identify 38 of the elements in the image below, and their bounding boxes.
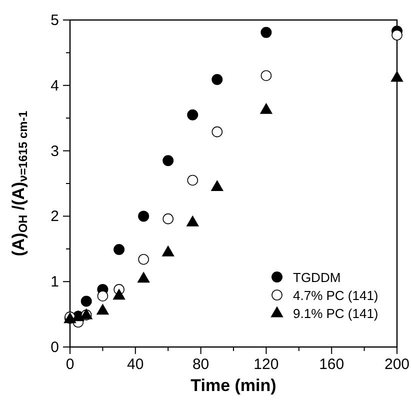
- point: [212, 126, 223, 138]
- point: [260, 103, 272, 114]
- point: [260, 26, 272, 38]
- point: [186, 216, 199, 226]
- point: [187, 174, 198, 186]
- point: [114, 244, 125, 256]
- x-tick-label: 80: [192, 356, 210, 373]
- point: [138, 254, 149, 265]
- point: [138, 210, 150, 222]
- point: [96, 304, 109, 315]
- point: [97, 290, 108, 302]
- legend-label: 4.7% PC (141): [293, 288, 378, 303]
- point: [162, 246, 174, 256]
- y-tick-label: 0: [50, 339, 59, 356]
- y-tick-label: 3: [50, 142, 59, 160]
- x-axis-title: Time (min): [190, 376, 276, 395]
- y-tick-label: 1: [50, 274, 59, 291]
- y-tick-label: 4: [50, 77, 59, 94]
- x-tick-label: 200: [384, 356, 410, 373]
- point: [80, 296, 92, 307]
- legend-label: TGDDM: [293, 270, 341, 285]
- point: [211, 180, 224, 192]
- legend-label: 9.1% PC (141): [293, 306, 378, 321]
- point: [138, 272, 150, 283]
- point: [162, 213, 174, 224]
- x-tick-label: 120: [254, 356, 279, 373]
- x-tick-label: 0: [66, 356, 74, 373]
- point: [212, 74, 223, 86]
- point: [392, 30, 402, 40]
- point: [260, 70, 272, 81]
- point: [187, 109, 198, 120]
- point: [113, 289, 126, 300]
- y-tick-label: 2: [50, 208, 59, 226]
- y-tick-label: 5: [50, 12, 59, 29]
- x-tick-label: 160: [319, 356, 344, 373]
- point: [391, 71, 403, 82]
- point: [162, 155, 174, 166]
- x-tick-label: 40: [127, 356, 144, 373]
